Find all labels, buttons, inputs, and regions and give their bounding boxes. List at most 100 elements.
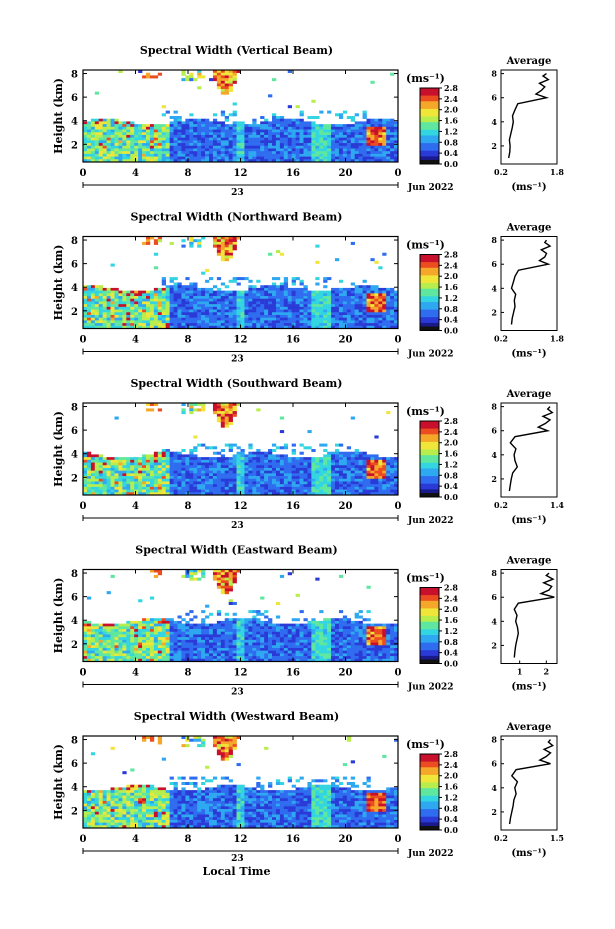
heatmap-cell xyxy=(169,320,174,324)
heatmap-cell xyxy=(236,317,241,321)
heatmap-cell xyxy=(94,476,100,480)
heatmap-cell xyxy=(177,306,182,310)
heatmap-cell xyxy=(228,325,233,329)
heatmap-cell xyxy=(189,451,194,455)
heatmap-cell xyxy=(157,325,163,329)
heatmap-cell xyxy=(224,413,229,417)
heatmap-cell xyxy=(224,151,229,155)
heatmap-cell xyxy=(122,159,127,163)
heatmap-cell xyxy=(323,492,328,496)
average-y-tick-label: 8 xyxy=(491,235,497,245)
heatmap-cell xyxy=(138,620,143,624)
heatmap-cell xyxy=(386,465,391,469)
heatmap-cell xyxy=(220,454,226,458)
heatmap-cell xyxy=(390,486,395,490)
heatmap-cell xyxy=(102,459,107,463)
heatmap-cell xyxy=(149,75,155,79)
heatmap-cell xyxy=(212,626,218,630)
heatmap-cell xyxy=(220,70,226,74)
heatmap-cell xyxy=(185,285,190,289)
heatmap-cell xyxy=(153,132,159,136)
heatmap-cell xyxy=(118,293,123,297)
heatmap-cell xyxy=(311,478,316,482)
heatmap-cell xyxy=(240,320,245,324)
heatmap-cell xyxy=(146,653,151,657)
heatmap-cell xyxy=(338,476,344,480)
heatmap-cell xyxy=(303,467,308,471)
heatmap-cell xyxy=(350,132,355,136)
heatmap-cell xyxy=(98,293,103,297)
heatmap-cell xyxy=(142,492,147,496)
heatmap-cell xyxy=(216,126,222,130)
heatmap-cell xyxy=(366,126,371,130)
heatmap-cell xyxy=(216,314,222,318)
heatmap-cell xyxy=(362,140,367,144)
heatmap-cell xyxy=(212,653,218,657)
heatmap-cell xyxy=(193,623,198,627)
heatmap-cell xyxy=(212,118,218,122)
heatmap-cell xyxy=(319,457,324,461)
heatmap-cell xyxy=(374,325,379,329)
heatmap-cell xyxy=(382,140,387,144)
heatmap-cell xyxy=(248,156,253,160)
heatmap-cell xyxy=(212,470,218,474)
heatmap-cell xyxy=(335,451,340,455)
heatmap-cell xyxy=(327,124,332,128)
heatmap-cell xyxy=(240,454,245,458)
heatmap-cell xyxy=(283,279,289,283)
heatmap-cell xyxy=(94,309,100,313)
heatmap-cell xyxy=(220,320,226,324)
heatmap-cell xyxy=(138,145,143,149)
heatmap-cell xyxy=(193,626,198,630)
heatmap-cell xyxy=(106,306,111,310)
heatmap-cell xyxy=(366,301,371,305)
heatmap-cell xyxy=(181,156,186,160)
heatmap-cell xyxy=(240,301,245,305)
heatmap-cell xyxy=(291,121,296,125)
heatmap-cell xyxy=(287,486,292,490)
heatmap-cell xyxy=(256,459,261,463)
heatmap-cell xyxy=(86,639,92,643)
heatmap-cell xyxy=(248,137,253,141)
heatmap-cell xyxy=(331,451,336,455)
heatmap-cell xyxy=(165,143,170,147)
heatmap-cell xyxy=(142,75,147,79)
heatmap-cell xyxy=(323,304,328,308)
heatmap-cell xyxy=(209,153,214,157)
heatmap-cell xyxy=(209,325,214,329)
heatmap-cell xyxy=(315,457,320,461)
heatmap-cell xyxy=(260,134,265,138)
heatmap-cell xyxy=(224,462,229,466)
heatmap-cell xyxy=(244,143,249,147)
heatmap-cell xyxy=(212,151,218,155)
heatmap-cell xyxy=(252,465,257,469)
heatmap-cell xyxy=(197,121,202,125)
heatmap-cell xyxy=(212,314,218,318)
heatmap-cell xyxy=(114,486,119,490)
heatmap-cell xyxy=(130,634,135,638)
heatmap-cell xyxy=(338,325,344,329)
heatmap-cell xyxy=(169,650,174,654)
heatmap-cell xyxy=(90,623,96,627)
heatmap-cell xyxy=(169,658,174,662)
heatmap-cell xyxy=(299,320,304,324)
heatmap-cell xyxy=(157,317,163,321)
heatmap-cell xyxy=(252,296,257,300)
heatmap-cell xyxy=(201,317,206,321)
heatmap-cell xyxy=(126,645,131,649)
heatmap-cell xyxy=(256,151,261,155)
heatmap-cell xyxy=(153,470,159,474)
heatmap-cell xyxy=(248,285,253,289)
heatmap-cell xyxy=(256,156,261,160)
heatmap-cell xyxy=(126,156,131,160)
heatmap-cell xyxy=(224,247,229,251)
heatmap-cell xyxy=(83,629,88,633)
colorbar-frame xyxy=(419,420,440,498)
heatmap-cell xyxy=(228,132,233,136)
heatmap-cell xyxy=(350,314,355,318)
heatmap-cell xyxy=(205,457,210,461)
heatmap-cell xyxy=(342,153,348,157)
heatmap-cell xyxy=(323,489,328,493)
heatmap-cell xyxy=(319,124,324,128)
